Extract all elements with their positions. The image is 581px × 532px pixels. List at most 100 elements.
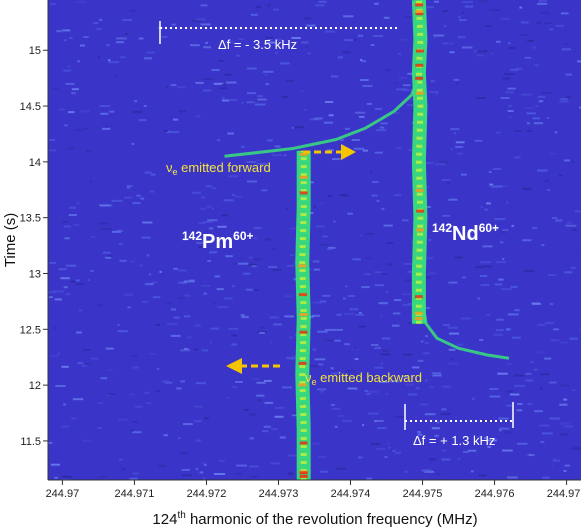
noise-pixel (506, 201, 509, 204)
noise-pixel (50, 3, 56, 5)
noise-pixel (101, 228, 112, 231)
noise-pixel (54, 476, 58, 479)
noise-pixel (484, 437, 487, 440)
noise-pixel (475, 97, 486, 99)
noise-pixel (236, 165, 241, 168)
noise-pixel (408, 270, 414, 273)
noise-pixel (566, 221, 572, 224)
noise-pixel (485, 25, 492, 28)
y-tick-label: 14.5 (20, 101, 41, 113)
noise-pixel (430, 80, 435, 83)
noise-pixel (228, 175, 239, 178)
plot-background (48, 0, 581, 480)
noise-pixel (436, 473, 441, 476)
noise-pixel (48, 296, 53, 299)
noise-pixel (243, 272, 251, 275)
noise-pixel (77, 60, 80, 63)
noise-pixel (315, 4, 325, 7)
noise-pixel (243, 409, 249, 411)
noise-pixel (516, 67, 523, 70)
noise-pixel (517, 442, 528, 445)
noise-pixel (180, 349, 191, 352)
trace-hotspot (299, 471, 308, 475)
noise-pixel (290, 254, 294, 257)
noise-pixel (347, 295, 356, 297)
noise-pixel (208, 227, 214, 230)
noise-pixel (421, 469, 432, 472)
noise-pixel (146, 402, 152, 405)
noise-pixel (229, 99, 238, 101)
noise-pixel (118, 458, 123, 461)
noise-pixel (151, 281, 157, 284)
noise-pixel (330, 367, 334, 370)
noise-pixel (280, 62, 290, 65)
noise-pixel (122, 19, 133, 21)
noise-pixel (255, 159, 261, 162)
noise-pixel (507, 313, 519, 316)
noise-pixel (342, 420, 352, 423)
noise-pixel (126, 186, 131, 189)
noise-pixel (63, 69, 72, 72)
noise-pixel (149, 352, 156, 355)
noise-pixel (278, 406, 285, 409)
noise-pixel (105, 125, 108, 128)
noise-pixel (560, 98, 568, 101)
noise-pixel (132, 202, 141, 205)
trace-hotspot (415, 10, 424, 13)
noise-pixel (482, 419, 493, 422)
noise-pixel (514, 309, 520, 312)
trace-core-0 (299, 150, 307, 480)
noise-pixel (456, 82, 459, 85)
noise-pixel (247, 263, 257, 266)
noise-pixel (250, 13, 258, 16)
noise-pixel (198, 246, 203, 249)
noise-pixel (178, 269, 187, 272)
noise-pixel (442, 449, 447, 452)
noise-pixel (461, 276, 466, 279)
noise-pixel (549, 28, 554, 31)
noise-pixel (49, 139, 56, 141)
noise-pixel (374, 420, 384, 422)
noise-pixel (131, 142, 135, 145)
noise-pixel (195, 468, 198, 471)
noise-pixel (254, 103, 266, 106)
noise-pixel (388, 446, 391, 449)
noise-pixel (487, 446, 491, 448)
noise-pixel (492, 168, 502, 170)
noise-pixel (516, 409, 523, 412)
noise-pixel (314, 117, 323, 120)
noise-pixel (269, 316, 280, 319)
noise-pixel (132, 366, 139, 369)
noise-pixel (275, 51, 279, 54)
noise-pixel (253, 258, 263, 261)
noise-pixel (265, 83, 269, 86)
noise-pixel (530, 361, 534, 364)
noise-pixel (121, 468, 126, 471)
trace-hotspot (416, 228, 425, 232)
noise-pixel (240, 257, 243, 260)
noise-pixel (107, 59, 111, 62)
noise-pixel (318, 363, 324, 366)
trace-hotspot (415, 12, 424, 16)
noise-pixel (359, 79, 369, 81)
noise-pixel (253, 226, 262, 229)
noise-pixel (157, 464, 166, 467)
noise-pixel (525, 379, 534, 382)
noise-pixel (332, 372, 337, 375)
noise-pixel (474, 139, 483, 142)
noise-pixel (425, 379, 428, 382)
noise-pixel (380, 362, 383, 365)
noise-pixel (140, 197, 145, 200)
noise-pixel (217, 139, 220, 142)
noise-pixel (385, 291, 389, 293)
noise-pixel (354, 358, 359, 361)
noise-pixel (448, 348, 456, 351)
noise-pixel (320, 390, 324, 393)
noise-pixel (249, 437, 255, 440)
trace-hotspot (415, 63, 424, 67)
noise-pixel (524, 56, 531, 59)
noise-pixel (442, 385, 451, 388)
noise-pixel (526, 122, 530, 125)
noise-pixel (549, 381, 557, 384)
noise-pixel (402, 219, 409, 222)
